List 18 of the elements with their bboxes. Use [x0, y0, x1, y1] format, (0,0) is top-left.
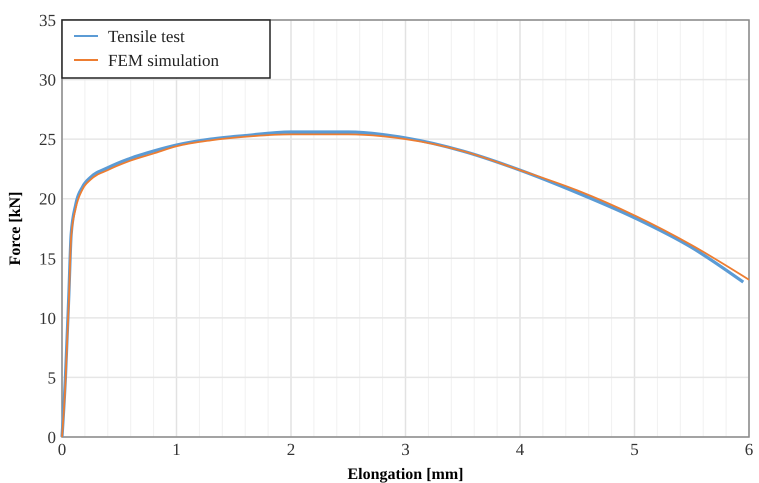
x-tick-label: 2 [286, 440, 296, 459]
x-tick-label: 1 [172, 440, 181, 459]
y-tick-label: 5 [48, 368, 56, 388]
x-tick-label: 6 [744, 440, 754, 459]
x-tick-label: 4 [516, 440, 525, 459]
legend-label: FEM simulation [108, 51, 220, 70]
x-tick-label: 3 [401, 440, 410, 459]
y-tick-label: 20 [39, 190, 56, 209]
y-axis-title: Force [kN] [7, 192, 24, 266]
y-tick-label: 35 [39, 11, 56, 30]
y-tick-label: 0 [48, 428, 56, 447]
y-tick-label: 30 [39, 70, 56, 90]
y-tick-label: 10 [39, 308, 56, 328]
y-tick-label: 15 [39, 249, 56, 268]
y-tick-label: 25 [39, 130, 56, 150]
x-tick-label: 5 [630, 440, 639, 459]
x-axis-title: Elongation [mm] [348, 466, 464, 483]
legend-label: Tensile test [108, 27, 185, 46]
